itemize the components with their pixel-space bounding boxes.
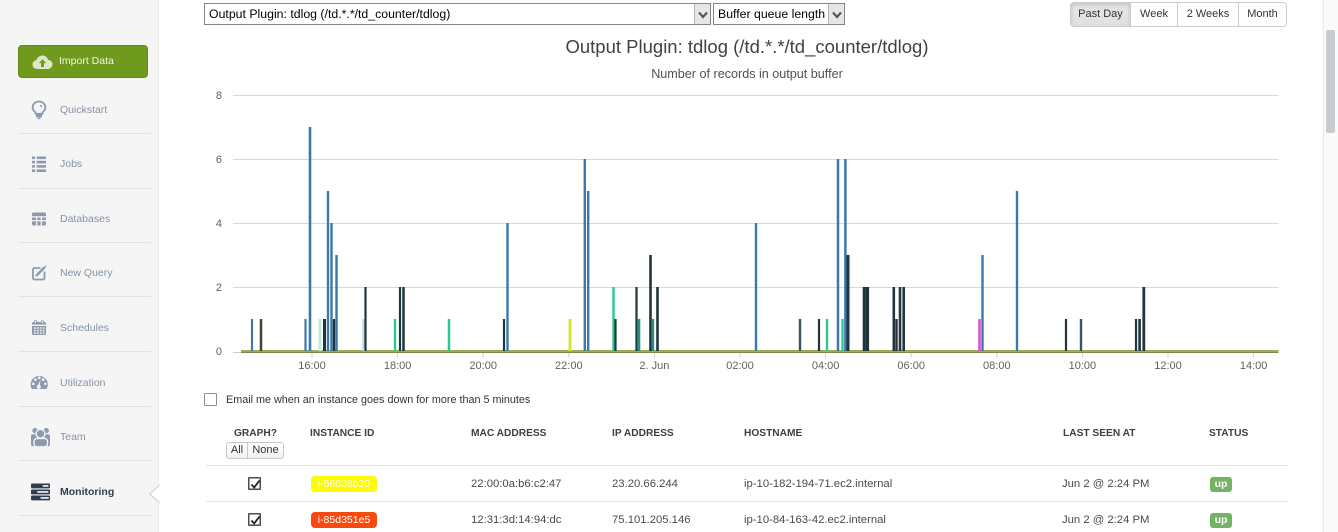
svg-text:22:00: 22:00 <box>555 360 583 372</box>
svg-text:04:00: 04:00 <box>812 360 840 372</box>
svg-text:06:00: 06:00 <box>897 360 925 372</box>
svg-text:8: 8 <box>216 90 222 102</box>
svg-text:08:00: 08:00 <box>983 360 1011 372</box>
svg-text:14:00: 14:00 <box>1240 360 1268 372</box>
svg-text:18:00: 18:00 <box>384 360 412 372</box>
svg-text:0: 0 <box>216 346 222 358</box>
svg-text:20:00: 20:00 <box>469 360 497 372</box>
svg-text:6: 6 <box>216 154 222 166</box>
svg-text:16:00: 16:00 <box>298 360 326 372</box>
svg-text:4: 4 <box>216 218 222 230</box>
svg-text:2: 2 <box>216 282 222 294</box>
svg-text:10:00: 10:00 <box>1069 360 1097 372</box>
svg-text:02:00: 02:00 <box>726 360 754 372</box>
svg-text:2. Jun: 2. Jun <box>639 360 669 372</box>
svg-text:12:00: 12:00 <box>1154 360 1182 372</box>
